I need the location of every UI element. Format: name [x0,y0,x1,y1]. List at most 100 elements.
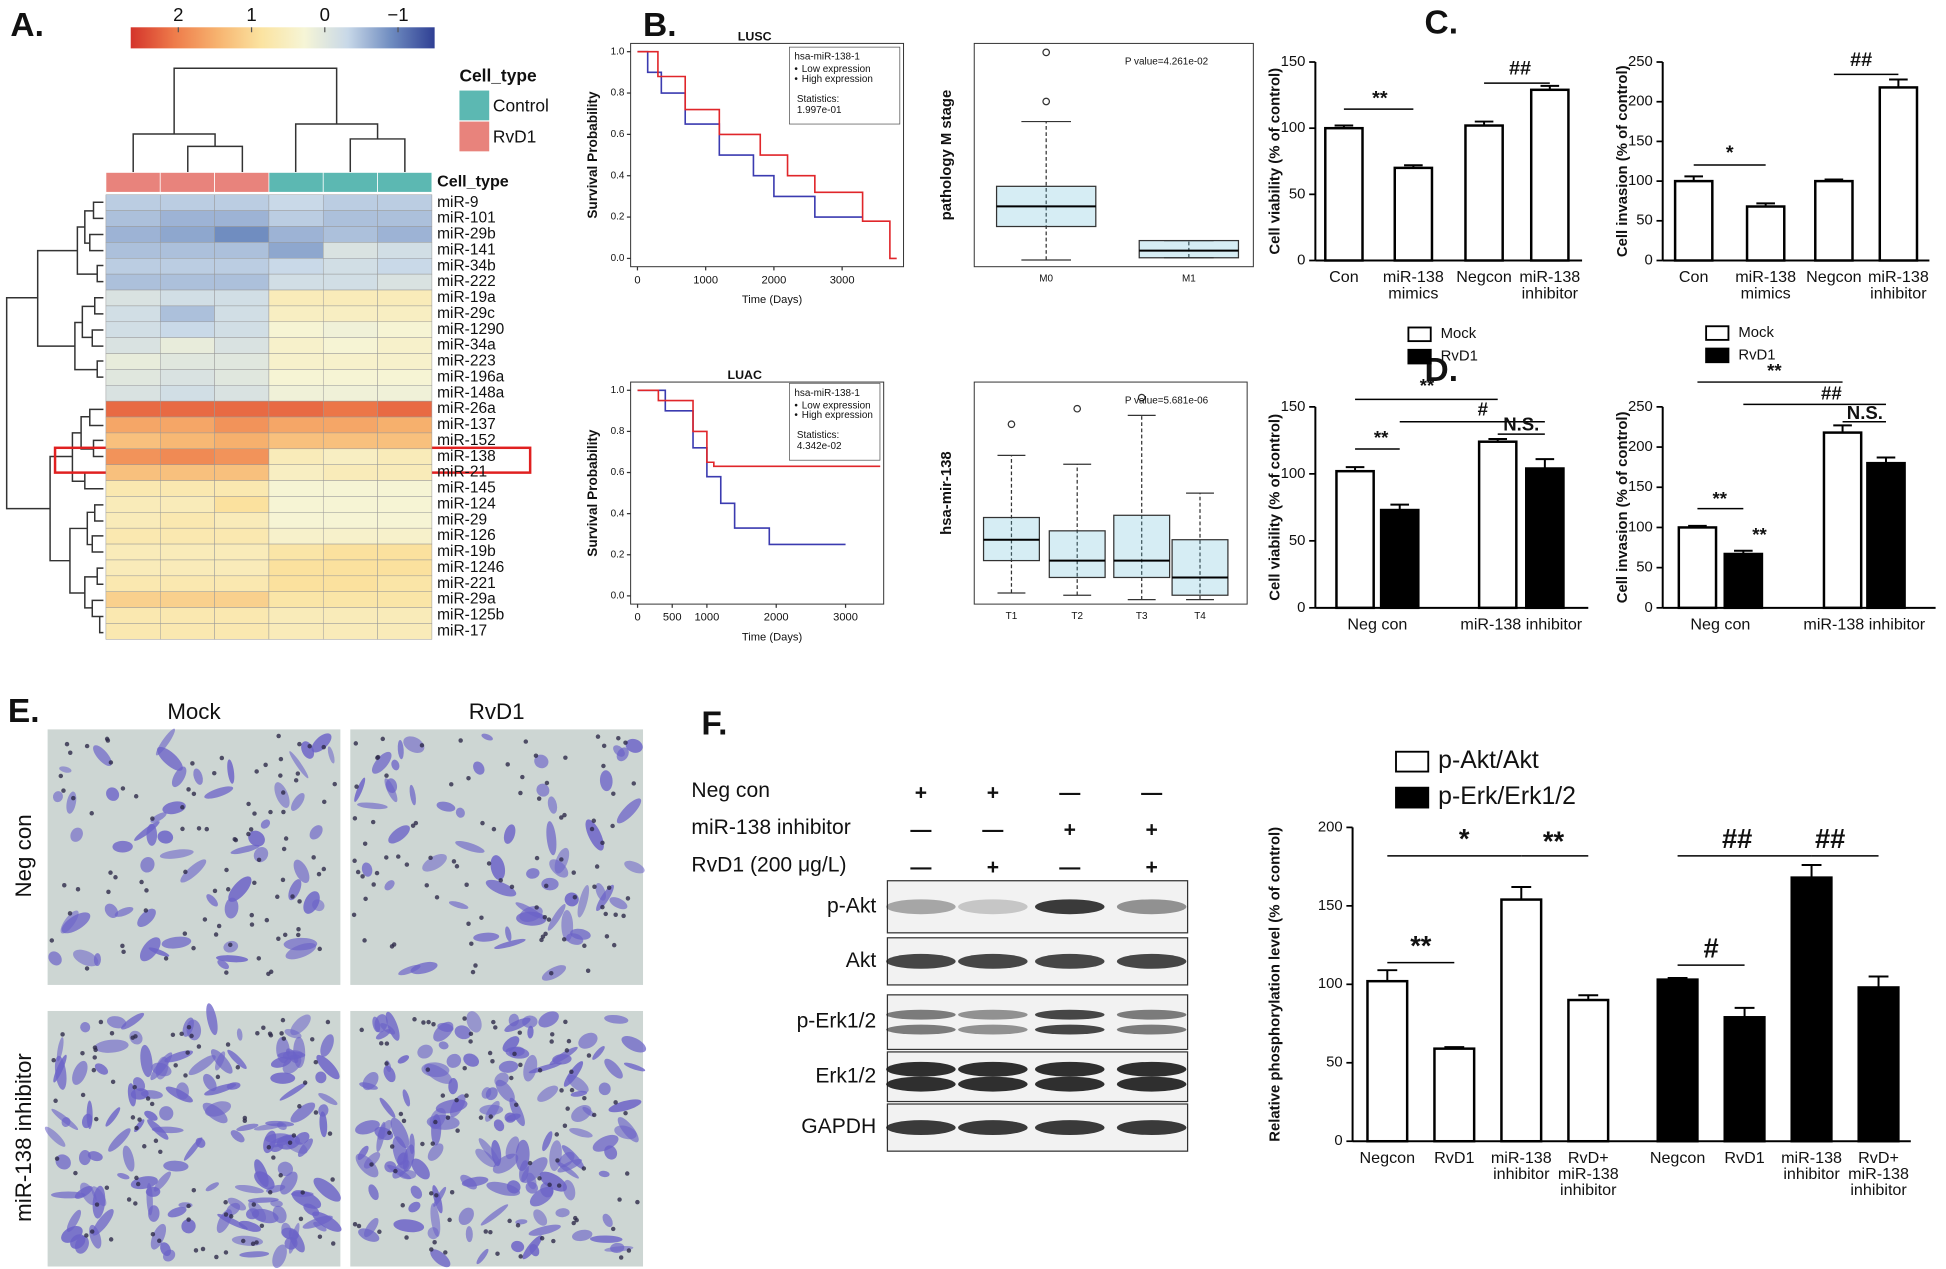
bar [1745,205,1786,262]
pore [92,1045,98,1050]
stained-cell [604,1014,629,1024]
pore [518,1254,523,1259]
pore [193,1248,199,1253]
bar [1567,998,1610,1143]
pore [569,1087,575,1093]
pore [518,1062,523,1068]
pore [311,855,316,860]
pore [325,1019,331,1025]
pore [183,1073,188,1078]
stained-cell [108,1128,131,1152]
pore [356,1223,362,1229]
heatmap-cell [105,194,161,211]
heatmap-cell [322,432,378,450]
pore [434,895,440,900]
colorbar-tick-label: −1 [387,4,408,25]
pore [224,970,229,975]
heatmap-cell [268,432,324,450]
x-tick-label: T2 [1071,611,1083,622]
condition-label: miR-138 inhibitor [691,816,850,839]
pore [266,1145,272,1150]
stained-cell [159,1106,174,1121]
significance-label: ## [1821,382,1842,403]
pore [594,864,600,869]
y-tick-label: 50 [1636,213,1653,229]
stained-cell [623,1062,646,1072]
row-label: miR-34b [437,257,496,274]
stained-cell [150,812,167,823]
pore [581,1166,587,1171]
stained-cell [492,1153,519,1174]
y-tick-label: 200 [1628,439,1653,455]
heatmap-cell [214,273,270,291]
pore [420,1141,425,1147]
stained-cell [481,733,493,741]
stained-cell [157,830,174,844]
pore [571,1220,576,1226]
pore [296,927,301,932]
pore [563,755,568,760]
heatmap-cell [159,512,215,529]
significance-label: ## [1850,49,1872,71]
heatmap-cell [377,464,433,481]
pore [60,1032,65,1037]
panel-label: C. [1425,5,1459,42]
heatmap-cell [322,448,378,465]
stained-cell [508,1013,519,1027]
pore [611,942,617,948]
legend-label: Low expression [802,64,871,75]
pore [613,1100,618,1105]
pore [321,744,326,750]
y-tick-label: 0 [1297,252,1305,268]
y-tick-label: 150 [1628,479,1653,495]
blot-band [958,1024,1028,1035]
condition-label: RvD1 (200 μg/L) [691,853,846,876]
row-label: miR-9 [437,194,478,211]
x-tick-label: inhibitor [1870,284,1927,302]
condition-sign: + [1145,819,1157,842]
heatmap-cell [322,289,378,307]
stained-cell [106,787,120,801]
x-tick-label: Negcon [1650,1149,1706,1167]
stained-cell [390,1117,410,1149]
pore [110,1079,116,1085]
stained-cell [193,768,203,785]
pore [150,1231,156,1237]
stained-cell [363,1152,381,1169]
x-axis-title: Time (Days) [742,294,803,306]
pore [94,1202,100,1207]
heatmap-cell [159,337,215,354]
heatmap-cell [159,543,215,561]
pore [150,816,155,821]
heatmap-cell [214,512,270,529]
pore [186,1024,192,1030]
survival-curve [637,50,897,260]
pore [591,1112,597,1118]
pore [379,1041,384,1046]
heatmap-cell [105,305,161,323]
pore [572,895,578,900]
heatmap-cell [214,337,270,354]
x-axis-title: Time (Days) [742,632,803,644]
pore [533,753,539,758]
stained-cell [528,1224,561,1236]
pore [384,1061,389,1066]
y-tick-label: 150 [1281,54,1306,70]
annotation-cell [322,172,378,193]
stained-cell [562,1179,576,1201]
heatmap-cell [322,575,378,592]
pore [635,1199,640,1205]
pore [271,1155,276,1160]
p-value: P value=4.261e-02 [1125,57,1209,68]
heatmap-cell [268,527,324,545]
pore [479,915,484,920]
condition-sign: + [1145,856,1157,879]
heatmap-cell [377,512,433,529]
heatmap-cell [214,400,270,418]
heatmap-cell [268,194,324,211]
bar [1335,469,1375,610]
y-axis-title: Relative phosphorylation level (% of con… [1268,827,1284,1142]
pore [300,1190,305,1195]
y-axis-title: Cell viability (% of control) [1268,414,1284,601]
